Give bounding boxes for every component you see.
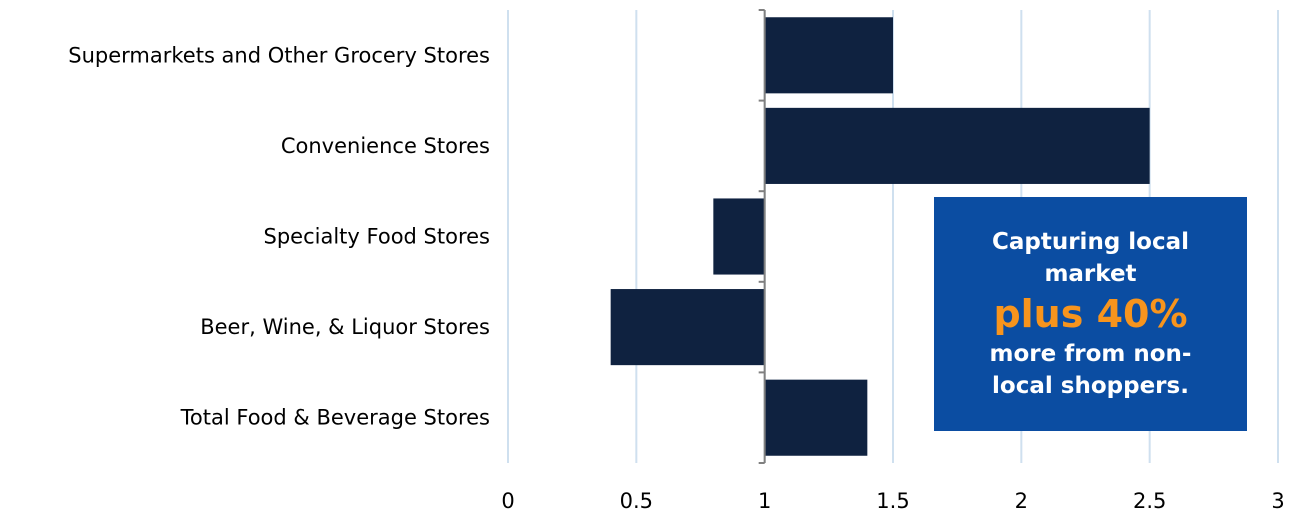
category-label: Beer, Wine, & Liquor Stores (200, 315, 490, 339)
bar (713, 198, 765, 275)
category-label: Specialty Food Stores (264, 225, 490, 249)
category-axis (758, 9, 766, 464)
bar (764, 379, 868, 456)
bar (764, 17, 893, 94)
x-tick-label: 1.5 (876, 489, 909, 512)
x-tick-label: 0.5 (620, 489, 653, 512)
x-tick-labels: 0 0.5 1 1.5 2 2.5 3 (501, 489, 1284, 512)
bars (610, 17, 1150, 456)
x-tick-label: 2 (1015, 489, 1028, 512)
bar (610, 289, 765, 366)
category-label: Total Food & Beverage Stores (180, 406, 490, 430)
x-tick-label: 3 (1271, 489, 1284, 512)
category-labels: Supermarkets and Other Grocery Stores Con… (68, 43, 490, 429)
x-tick-label: 2.5 (1133, 489, 1166, 512)
callout-line-1: Capturing local market (991, 229, 1190, 287)
x-tick-label: 1 (758, 489, 771, 512)
bar (764, 107, 1150, 184)
x-tick-label: 0 (501, 489, 514, 512)
callout-highlight: plus 40% (993, 292, 1188, 336)
callout-box: Capturing local market plus 40% more fro… (934, 197, 1247, 431)
category-label: Convenience Stores (281, 134, 490, 158)
category-label: Supermarkets and Other Grocery Stores (68, 43, 490, 67)
callout-line-2: more from non-local shoppers. (989, 341, 1192, 399)
